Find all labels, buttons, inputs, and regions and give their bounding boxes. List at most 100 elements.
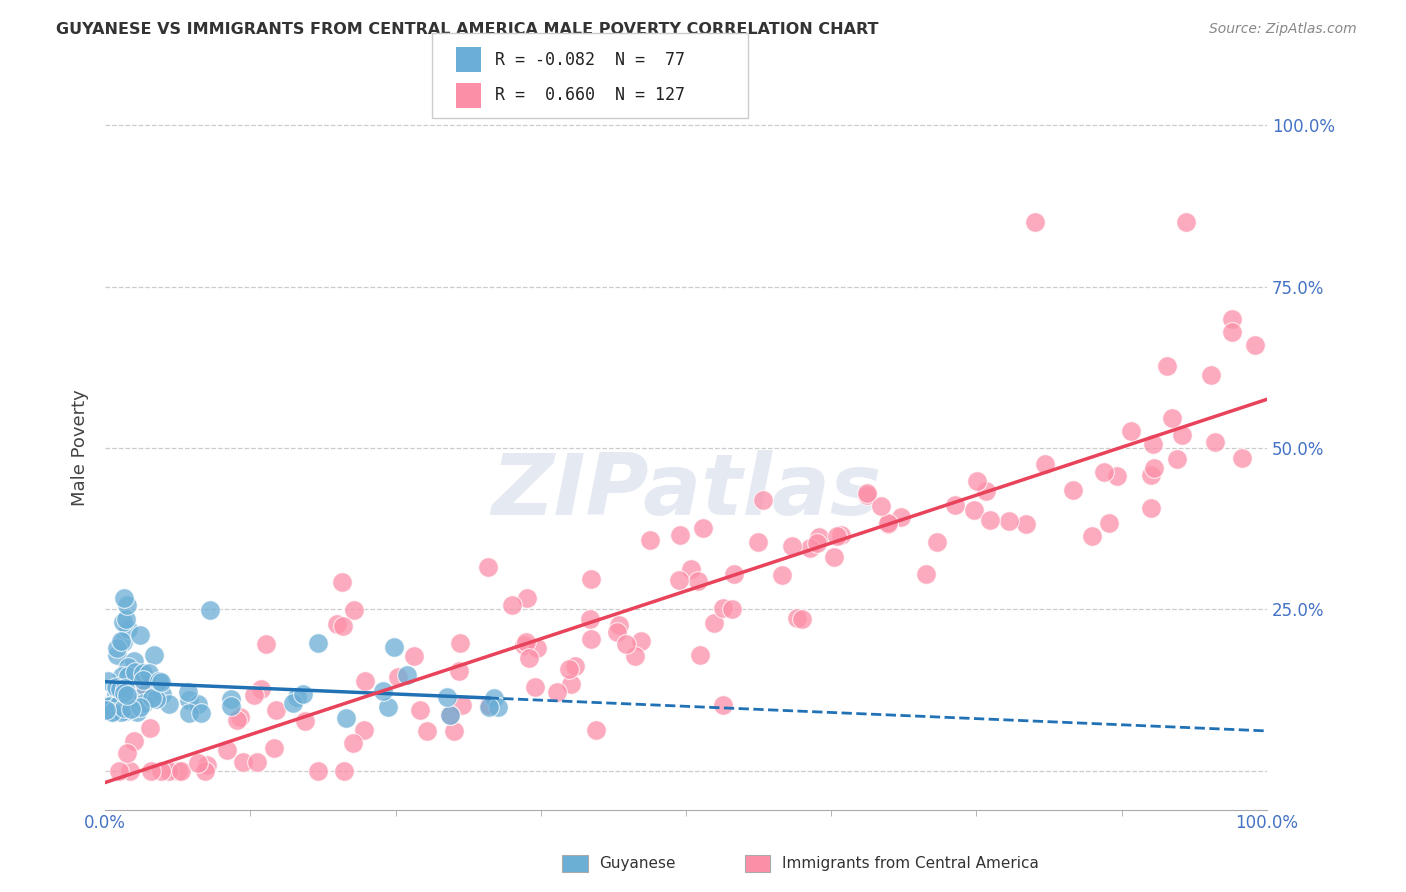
Point <box>332 619 354 633</box>
Point <box>101 705 124 719</box>
Point <box>856 486 879 500</box>
Point <box>115 746 138 760</box>
Point <box>564 658 586 673</box>
Point <box>914 567 936 582</box>
Point <box>198 603 221 617</box>
Point <box>215 743 238 757</box>
Point <box>799 541 821 555</box>
Point <box>890 510 912 524</box>
Point <box>232 755 254 769</box>
Point <box>963 503 986 517</box>
Point <box>148 673 170 688</box>
Point <box>404 649 426 664</box>
Point <box>115 688 138 702</box>
Point <box>177 706 200 720</box>
Point <box>713 600 735 615</box>
Point <box>122 733 145 747</box>
Point <box>806 536 828 550</box>
Point <box>703 616 725 631</box>
Point <box>823 550 845 565</box>
Point <box>127 705 149 719</box>
Point <box>579 612 602 626</box>
Point <box>443 723 465 738</box>
Point <box>120 693 142 707</box>
Point <box>105 641 128 656</box>
Point <box>150 687 173 701</box>
Point <box>439 708 461 723</box>
Point <box>482 690 505 705</box>
Point <box>132 678 155 692</box>
Point <box>790 612 813 626</box>
Point <box>1160 410 1182 425</box>
Point <box>110 633 132 648</box>
Point <box>830 527 852 541</box>
Point <box>606 625 628 640</box>
Point <box>138 721 160 735</box>
Point <box>966 474 988 488</box>
Point <box>150 764 173 778</box>
Point <box>343 603 366 617</box>
Point <box>94 699 117 714</box>
Point <box>1119 424 1142 438</box>
Point <box>1033 457 1056 471</box>
Point <box>1204 434 1226 449</box>
Point <box>112 700 135 714</box>
Point <box>254 637 277 651</box>
Point <box>105 648 128 662</box>
Point <box>110 693 132 707</box>
Point <box>515 635 537 649</box>
Point <box>478 699 501 714</box>
Point <box>107 764 129 778</box>
Point <box>943 498 966 512</box>
Point <box>640 533 662 547</box>
Point <box>1220 311 1243 326</box>
Point <box>711 698 734 712</box>
Point <box>194 764 217 778</box>
Point <box>689 648 711 662</box>
Point <box>581 573 603 587</box>
Text: Guyanese: Guyanese <box>599 856 675 871</box>
Point <box>1142 436 1164 450</box>
Point <box>501 598 523 612</box>
Point <box>117 622 139 636</box>
Point <box>142 648 165 663</box>
Point <box>177 685 200 699</box>
Point <box>524 681 547 695</box>
Point <box>377 699 399 714</box>
Point <box>229 710 252 724</box>
Point <box>623 649 645 664</box>
Point <box>132 696 155 710</box>
Point <box>115 704 138 718</box>
Point <box>1220 325 1243 339</box>
Point <box>416 723 439 738</box>
Point <box>97 673 120 688</box>
Point <box>371 683 394 698</box>
Point <box>614 637 637 651</box>
Point <box>132 673 155 687</box>
Point <box>129 700 152 714</box>
Point <box>145 692 167 706</box>
Point <box>1166 451 1188 466</box>
Point <box>326 617 349 632</box>
Point <box>138 666 160 681</box>
Point <box>692 521 714 535</box>
Point <box>1156 359 1178 373</box>
Point <box>124 665 146 679</box>
Point <box>141 764 163 778</box>
Point <box>249 681 271 696</box>
Point <box>167 764 190 778</box>
Point <box>1170 428 1192 442</box>
Point <box>1015 516 1038 531</box>
Point <box>686 574 709 589</box>
Point <box>105 680 128 694</box>
Point <box>382 640 405 654</box>
Point <box>609 618 631 632</box>
Point <box>1062 483 1084 497</box>
Point <box>1230 451 1253 466</box>
Point <box>226 713 249 727</box>
Point <box>513 638 536 652</box>
Point <box>1174 215 1197 229</box>
Text: Immigrants from Central America: Immigrants from Central America <box>782 856 1039 871</box>
Point <box>560 676 582 690</box>
Point <box>1140 500 1163 515</box>
